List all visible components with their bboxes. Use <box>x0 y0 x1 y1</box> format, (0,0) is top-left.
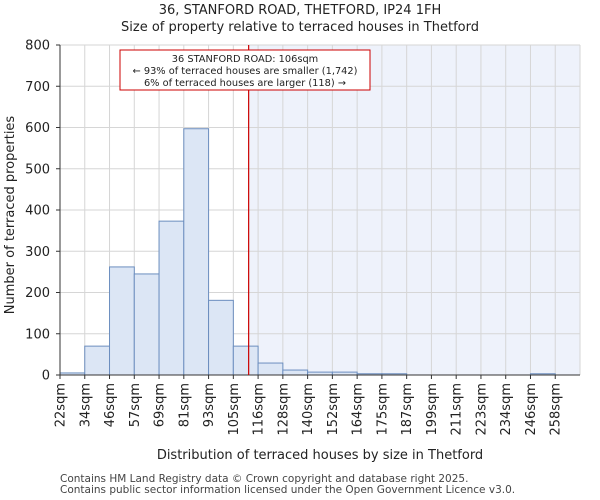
x-tick-label: 223sqm <box>474 383 489 436</box>
x-tick-label: 81sqm <box>177 383 192 427</box>
y-tick-label: 400 <box>25 204 50 219</box>
x-tick-label: 128sqm <box>276 383 291 436</box>
annotation-line-2: ← 93% of terraced houses are smaller (1,… <box>133 66 358 77</box>
x-tick-label: 140sqm <box>301 383 316 436</box>
x-tick-label: 164sqm <box>351 383 366 436</box>
footer-copyright: Contains HM Land Registry data © Crown c… <box>60 473 469 485</box>
y-tick-label: 200 <box>25 286 50 301</box>
bar-116sqm <box>257 362 284 376</box>
x-tick-label: 152sqm <box>326 383 341 436</box>
y-tick-label: 600 <box>25 121 50 136</box>
y-axis-label: Number of terraced properties <box>3 116 18 315</box>
annotation-box <box>119 49 371 91</box>
annotation-line-3: 6% of terraced houses are larger (118) → <box>144 78 346 89</box>
bars <box>59 128 556 376</box>
footer-licence: Contains public sector information licen… <box>60 484 516 496</box>
y-tick-label: 300 <box>25 245 50 260</box>
y-tick-label: 0 <box>42 369 50 384</box>
y-tick-label: 800 <box>25 39 50 54</box>
x-tick-label: 246sqm <box>524 383 539 436</box>
annotation-line-1: 36 STANFORD ROAD: 106sqm <box>172 54 318 65</box>
y-tick-labels: 0 100 200 300 400 500 600 700 800 <box>25 39 60 384</box>
x-tick-label: 34sqm <box>78 383 93 427</box>
x-tick-label: 258sqm <box>549 383 564 436</box>
property-annotation: 36 STANFORD ROAD: 106sqm ← 93% of terrac… <box>119 49 371 91</box>
x-tick-label: 234sqm <box>499 383 514 436</box>
bar-128sqm <box>282 369 309 376</box>
bar-34sqm <box>84 345 111 376</box>
bar-69sqm <box>158 220 185 376</box>
x-tick-label: 57sqm <box>128 383 143 427</box>
x-tick-label: 211sqm <box>450 383 465 436</box>
bar-81sqm <box>183 128 210 376</box>
x-tick-label: 105sqm <box>227 383 242 436</box>
x-tick-label: 22sqm <box>54 383 69 427</box>
bar-93sqm <box>208 299 234 376</box>
y-tick-label: 100 <box>25 327 50 342</box>
x-axis-label: Distribution of terraced houses by size … <box>157 448 483 463</box>
y-tick-label: 700 <box>25 80 50 95</box>
y-tick-label: 500 <box>25 162 50 177</box>
x-tick-label: 187sqm <box>400 383 415 436</box>
chart-title: Size of property relative to terraced ho… <box>121 20 479 35</box>
x-tick-label: 199sqm <box>425 383 440 436</box>
x-tick-labels: 22sqm 34sqm 46sqm 57sqm 69sqm 81sqm 93sqm 105sq… <box>54 375 564 436</box>
x-tick-label: 175sqm <box>375 383 390 436</box>
chart-address-title: 36, STANFORD ROAD, THETFORD, IP24 1FH <box>158 3 442 18</box>
bar-105sqm <box>232 345 259 376</box>
x-tick-label: 69sqm <box>153 383 168 427</box>
bar-46sqm <box>109 266 135 376</box>
x-tick-label: 46sqm <box>103 383 118 427</box>
x-tick-label: 116sqm <box>252 383 267 436</box>
x-tick-label: 93sqm <box>202 383 217 427</box>
bar-57sqm <box>133 273 160 376</box>
